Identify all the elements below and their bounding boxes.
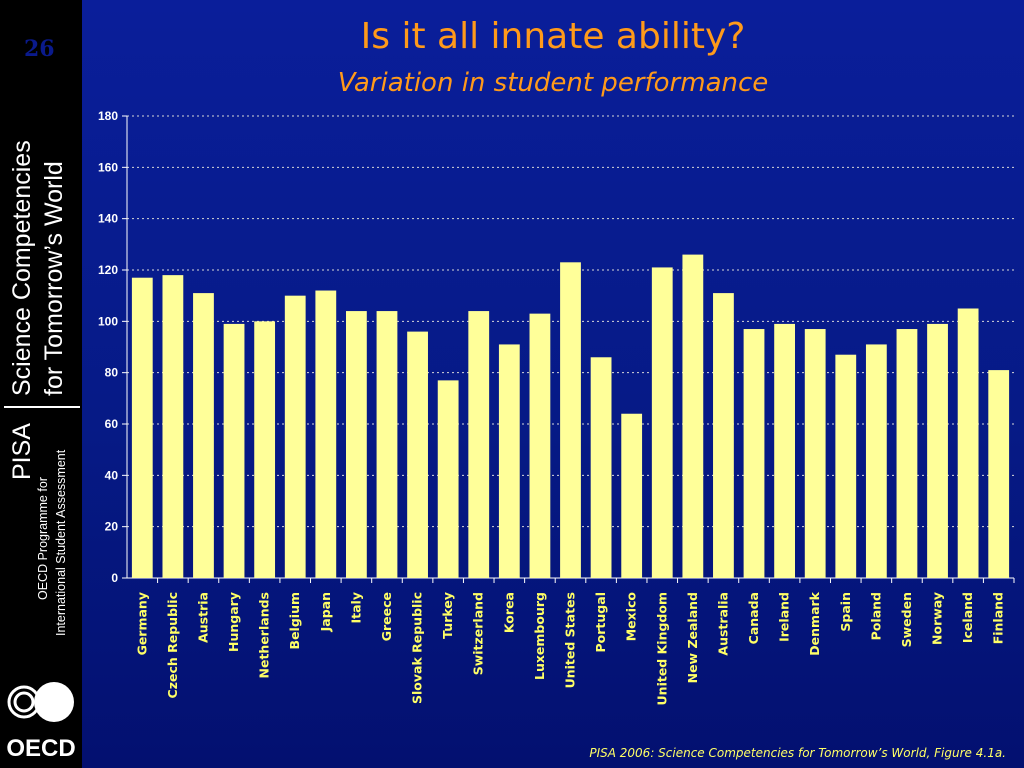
bar xyxy=(804,329,826,578)
bar xyxy=(713,293,734,578)
y-tick-label: 40 xyxy=(105,468,119,482)
bar xyxy=(345,311,367,578)
bar xyxy=(896,329,918,578)
x-tick-label: Ireland xyxy=(777,592,792,642)
x-tick-label: Slovak Republic xyxy=(410,592,425,704)
x-tick-label: New Zealand xyxy=(685,592,700,683)
x-tick-label: Luxembourg xyxy=(532,592,547,680)
x-tick-label: Greece xyxy=(379,592,394,641)
y-tick-label: 160 xyxy=(98,160,118,174)
x-tick-label: Iceland xyxy=(960,592,975,643)
x-tick-label: Norway xyxy=(930,592,945,645)
oecd-logo-text: OECD xyxy=(6,735,75,762)
x-tick-label: Mexico xyxy=(624,592,639,642)
bar xyxy=(376,311,398,578)
x-tick-label: Hungary xyxy=(226,592,241,652)
bar xyxy=(590,357,612,578)
x-tick-label: Germany xyxy=(134,592,149,655)
x-tick-label: Finland xyxy=(991,592,1006,644)
bar xyxy=(223,323,245,578)
bar xyxy=(835,354,857,578)
y-tick-label: 0 xyxy=(111,571,118,585)
bar xyxy=(927,323,948,578)
bar xyxy=(529,313,551,578)
x-tick-label: Austria xyxy=(195,592,210,643)
bar xyxy=(957,308,979,578)
bar xyxy=(774,323,796,578)
bar xyxy=(651,267,673,578)
source-note: PISA 2006: Science Competencies for Tomo… xyxy=(589,746,1006,760)
x-tick-label: Belgium xyxy=(287,592,302,649)
x-tick-label: Japan xyxy=(318,592,333,632)
sidebar: 26 Science Competencies for Tomorrow’s W… xyxy=(0,0,82,768)
slide-subtitle: Variation in student performance xyxy=(337,68,769,98)
x-tick-label: Italy xyxy=(348,592,363,624)
x-tick-label: United States xyxy=(563,592,578,688)
x-tick-label: Portugal xyxy=(593,592,608,652)
y-tick-label: 140 xyxy=(98,212,118,226)
bars xyxy=(131,254,1010,578)
x-tick-label: Sweden xyxy=(899,592,914,647)
bar xyxy=(743,329,765,578)
y-tick-label: 180 xyxy=(98,109,118,123)
bar xyxy=(193,293,214,578)
y-tick-label: 20 xyxy=(105,520,119,534)
bar xyxy=(437,380,459,578)
bar xyxy=(682,254,704,578)
bar xyxy=(468,311,490,578)
bar xyxy=(865,344,887,578)
y-tick-label: 60 xyxy=(105,417,119,431)
x-tick-label: Poland xyxy=(868,592,883,640)
slide-title: Is it all innate ability? xyxy=(360,16,746,57)
bar xyxy=(254,321,276,578)
bar xyxy=(162,275,184,578)
sidebar-divider xyxy=(4,406,80,408)
category-labels: Germany Czech Republic Austria Hungary Nethe… xyxy=(134,591,1005,705)
bar xyxy=(131,277,153,578)
x-tick-label: Australia xyxy=(715,592,730,656)
x-tick-label: United Kingdom xyxy=(654,592,669,705)
bar xyxy=(988,370,1010,578)
y-tick-label: 120 xyxy=(98,263,118,277)
bar xyxy=(407,331,428,578)
x-tick-label: Switzerland xyxy=(471,592,486,675)
y-tick-label: 80 xyxy=(105,366,119,380)
x-tick-label: Canada xyxy=(746,592,761,644)
x-tick-label: Korea xyxy=(501,592,516,633)
slide-number: 26 xyxy=(24,36,55,62)
bar xyxy=(315,290,337,578)
bar xyxy=(284,295,306,578)
bar xyxy=(621,413,643,578)
x-tick-label: Spain xyxy=(838,592,853,632)
oecd-logo: OECD xyxy=(6,682,76,762)
x-tick-label: Turkey xyxy=(440,592,455,639)
bar xyxy=(498,344,520,578)
bar xyxy=(560,262,581,578)
x-tick-label: Czech Republic xyxy=(165,592,180,698)
y-tick-label: 100 xyxy=(98,314,118,328)
x-tick-label: Denmark xyxy=(807,591,822,655)
x-tick-label: Netherlands xyxy=(257,592,272,678)
